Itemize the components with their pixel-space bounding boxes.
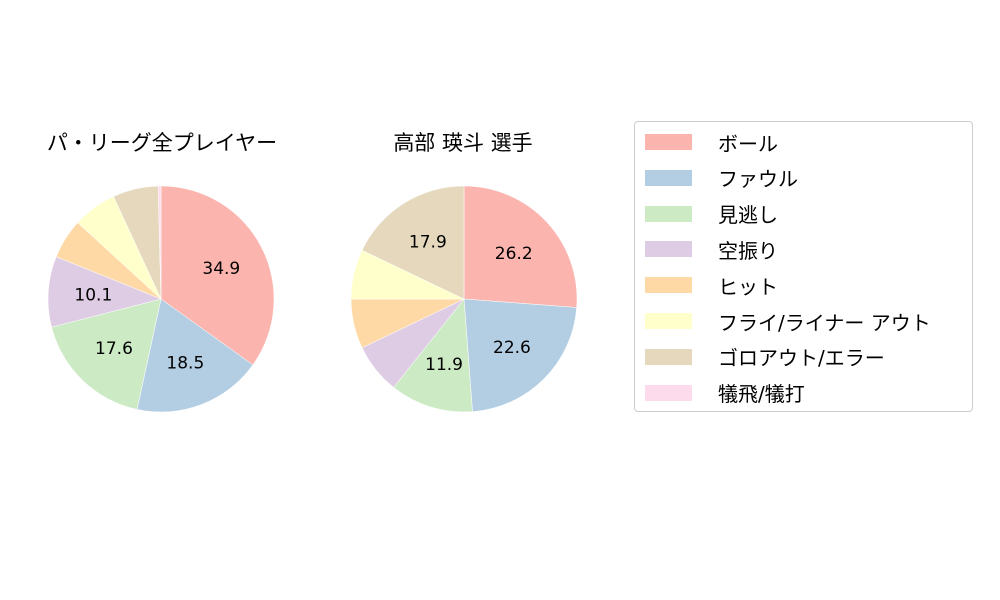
slice-label: 22.6 [493,338,531,358]
legend-item: 犠飛/犠打 [645,381,805,407]
legend: ボールファウル見逃し空振りヒットフライ/ライナー アウト ゴロアウト/エラー 犠飛/… [634,121,973,412]
legend-item: 空振り [645,237,778,263]
legend-item: ヒット [645,273,778,299]
legend-label: ボール [718,131,778,156]
legend-item: 見逃し [645,202,778,228]
pie-slice [51,298,162,410]
slice-label: 17.6 [95,339,133,359]
left-chart-title: パ・リーグ全プレイヤー [46,131,278,155]
right-chart-title: 高部 瑛斗 選手 [393,131,533,155]
slice-label: 11.9 [425,355,463,375]
legend-swatch [645,384,692,401]
legend-label: 見逃し [718,203,778,228]
legend-label: フライ/ライナー アウト [718,310,931,335]
legend-label: ヒット [718,274,778,299]
legend-swatch [645,205,692,222]
legend-swatch [645,348,692,365]
legend-swatch [645,241,692,258]
slice-label: 18.5 [166,353,204,373]
legend-item: ボール [645,130,778,156]
slice-label: 34.9 [202,259,240,279]
pie-slice [463,185,578,308]
pie-slice [463,298,577,412]
left-pie: 34.9 18.5 17.6 10.1 [47,185,275,413]
pie-slice [136,298,254,413]
legend-label: ゴロアウト/エラー [718,346,885,371]
slice-label: 17.9 [409,233,447,253]
legend-swatch [645,169,692,186]
legend-item: ファウル [645,166,798,192]
legend-swatch [645,313,692,329]
pie-slice [160,185,275,366]
pie-slice [157,185,162,300]
legend-swatch [645,277,692,294]
legend-label: ファウル [718,167,798,192]
pie-slice [361,185,465,300]
legend-item: ゴロアウト/エラー [645,345,885,371]
legend-swatch [645,134,692,150]
slice-label: 10.1 [74,286,112,306]
legend-label: 空振り [718,238,778,263]
legend-label: 犠飛/犠打 [718,382,805,407]
pie-slice [393,298,473,413]
legend-item: フライ/ライナー アウト [645,309,931,335]
right-pie: 26.2 22.6 11.9 17.9 [350,185,578,413]
pie-slice [47,256,162,328]
slice-label: 26.2 [495,244,533,264]
